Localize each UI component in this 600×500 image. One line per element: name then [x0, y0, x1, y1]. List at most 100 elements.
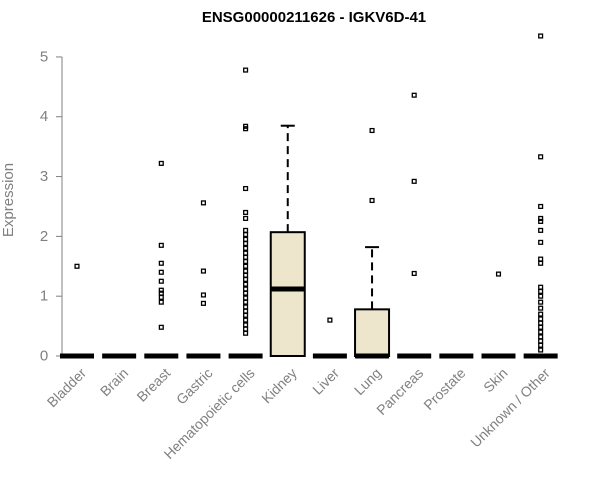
outlier-point [200, 268, 207, 274]
outlier-point [243, 308, 249, 314]
outlier-point [158, 160, 164, 166]
outlier-point [538, 338, 544, 344]
outlier-point [243, 317, 249, 323]
outlier-point [243, 276, 249, 282]
outlier-point [74, 263, 80, 269]
outlier-point [538, 324, 544, 330]
box-iqr [269, 231, 306, 357]
y-tick-label: 1 [40, 288, 48, 305]
outlier-point [243, 236, 249, 242]
outlier-point [538, 33, 544, 39]
x-tick-label: Unknown / Other [467, 365, 553, 451]
box-series [60, 33, 558, 359]
outlier-point [411, 92, 417, 98]
y-tick-label: 3 [40, 168, 48, 185]
x-tick-label: Kidney [258, 365, 300, 407]
outlier-point [243, 330, 249, 336]
outlier-point [243, 299, 249, 305]
outlier-point [538, 218, 544, 224]
outlier-point [538, 311, 544, 317]
y-tick-label: 4 [40, 108, 48, 125]
y-axis-title: Expression [0, 163, 17, 237]
outlier-point [243, 185, 249, 192]
outlier-point [243, 304, 249, 310]
outlier-point [369, 127, 375, 134]
outlier-point [243, 290, 249, 296]
outlier-point [243, 322, 249, 328]
outlier-point [243, 312, 249, 318]
outlier-point [243, 254, 249, 260]
outlier-point [243, 227, 249, 233]
outlier-point [200, 292, 207, 298]
x-tick-label: Breast [133, 365, 173, 405]
outlier-point [538, 293, 544, 299]
box-hematopoietic-cells [228, 67, 263, 359]
outlier-point [243, 209, 249, 215]
box-unknown-other [523, 33, 558, 359]
outlier-point [327, 317, 333, 323]
box-breast [144, 160, 179, 359]
outlier-point [538, 320, 544, 326]
outlier-point [243, 281, 249, 287]
outlier-point [538, 316, 544, 322]
box-skin [481, 271, 516, 359]
outlier-point [243, 215, 249, 221]
outlier-point [158, 269, 164, 275]
outlier-point [158, 324, 164, 330]
outlier-point [538, 260, 544, 266]
x-tick-label: Lung [351, 365, 384, 398]
y-tick-label: 2 [40, 228, 48, 245]
outlier-point [369, 197, 375, 204]
outlier-point [243, 272, 249, 278]
outlier-point [538, 347, 544, 353]
outlier-point [243, 123, 249, 129]
outlier-point [538, 342, 544, 348]
outlier-point [243, 268, 249, 274]
outlier-point [158, 290, 164, 296]
outlier-point [411, 178, 417, 184]
outlier-point [538, 203, 544, 210]
outlier-point [243, 326, 249, 332]
outlier-point [243, 295, 249, 301]
y-tick-label: 5 [40, 48, 48, 65]
outlier-point [243, 240, 249, 247]
outlier-point [411, 270, 417, 277]
outlier-point [538, 299, 544, 305]
x-tick-label: Pancreas [373, 365, 426, 418]
box-bladder [60, 263, 94, 359]
outlier-point [538, 239, 544, 245]
box-gastric [186, 200, 221, 359]
x-tick-label: Skin [480, 365, 511, 396]
outlier-point [538, 329, 544, 335]
outlier-point [243, 67, 249, 73]
outlier-point [158, 260, 164, 266]
outlier-point [538, 227, 544, 233]
outlier-point [158, 278, 164, 284]
box-pancreas [397, 92, 432, 359]
box-lung [354, 127, 391, 359]
outlier-point [538, 256, 544, 262]
outlier-point [158, 294, 164, 300]
y-axis: 0 1 2 3 4 5 [40, 48, 63, 365]
chart-title: ENSG00000211626 - IGKV6D-41 [202, 9, 426, 26]
x-tick-label: Prostate [420, 365, 468, 413]
x-tick-label: Bladder [44, 365, 90, 411]
outlier-point [243, 258, 249, 265]
outlier-point [243, 286, 249, 292]
outlier-point [538, 334, 544, 340]
outlier-point [495, 271, 502, 277]
outlier-point [538, 305, 544, 311]
y-tick-label: 0 [40, 348, 48, 365]
x-tick-label: Liver [309, 365, 342, 398]
outlier-point [243, 245, 249, 251]
outlier-point [158, 242, 164, 248]
outlier-point [243, 232, 249, 238]
outlier-point [538, 215, 544, 221]
outlier-point [538, 288, 544, 294]
outlier-point [243, 263, 249, 269]
box-iqr [354, 308, 391, 358]
outlier-point [200, 300, 207, 306]
outlier-point [158, 287, 164, 293]
